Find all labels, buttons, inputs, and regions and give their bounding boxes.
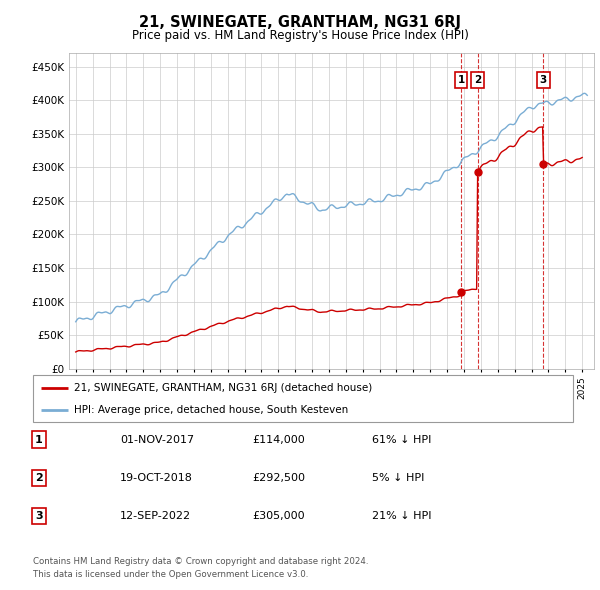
Text: This data is licensed under the Open Government Licence v3.0.: This data is licensed under the Open Gov…: [33, 571, 308, 579]
Text: 19-OCT-2018: 19-OCT-2018: [120, 473, 193, 483]
Text: 21, SWINEGATE, GRANTHAM, NG31 6RJ: 21, SWINEGATE, GRANTHAM, NG31 6RJ: [139, 15, 461, 30]
Text: £292,500: £292,500: [252, 473, 305, 483]
Text: 1: 1: [35, 435, 43, 444]
Text: 2: 2: [474, 75, 481, 85]
Text: 21% ↓ HPI: 21% ↓ HPI: [372, 512, 431, 521]
Text: 61% ↓ HPI: 61% ↓ HPI: [372, 435, 431, 444]
Text: 3: 3: [35, 512, 43, 521]
Text: 3: 3: [540, 75, 547, 85]
Text: 12-SEP-2022: 12-SEP-2022: [120, 512, 191, 521]
Text: £114,000: £114,000: [252, 435, 305, 444]
Text: Price paid vs. HM Land Registry's House Price Index (HPI): Price paid vs. HM Land Registry's House …: [131, 30, 469, 42]
Text: HPI: Average price, detached house, South Kesteven: HPI: Average price, detached house, Sout…: [74, 405, 348, 415]
Text: 21, SWINEGATE, GRANTHAM, NG31 6RJ (detached house): 21, SWINEGATE, GRANTHAM, NG31 6RJ (detac…: [74, 383, 372, 393]
Text: 01-NOV-2017: 01-NOV-2017: [120, 435, 194, 444]
Text: £305,000: £305,000: [252, 512, 305, 521]
Text: Contains HM Land Registry data © Crown copyright and database right 2024.: Contains HM Land Registry data © Crown c…: [33, 558, 368, 566]
Text: 1: 1: [458, 75, 465, 85]
FancyBboxPatch shape: [33, 375, 573, 422]
Text: 5% ↓ HPI: 5% ↓ HPI: [372, 473, 424, 483]
Text: 2: 2: [35, 473, 43, 483]
